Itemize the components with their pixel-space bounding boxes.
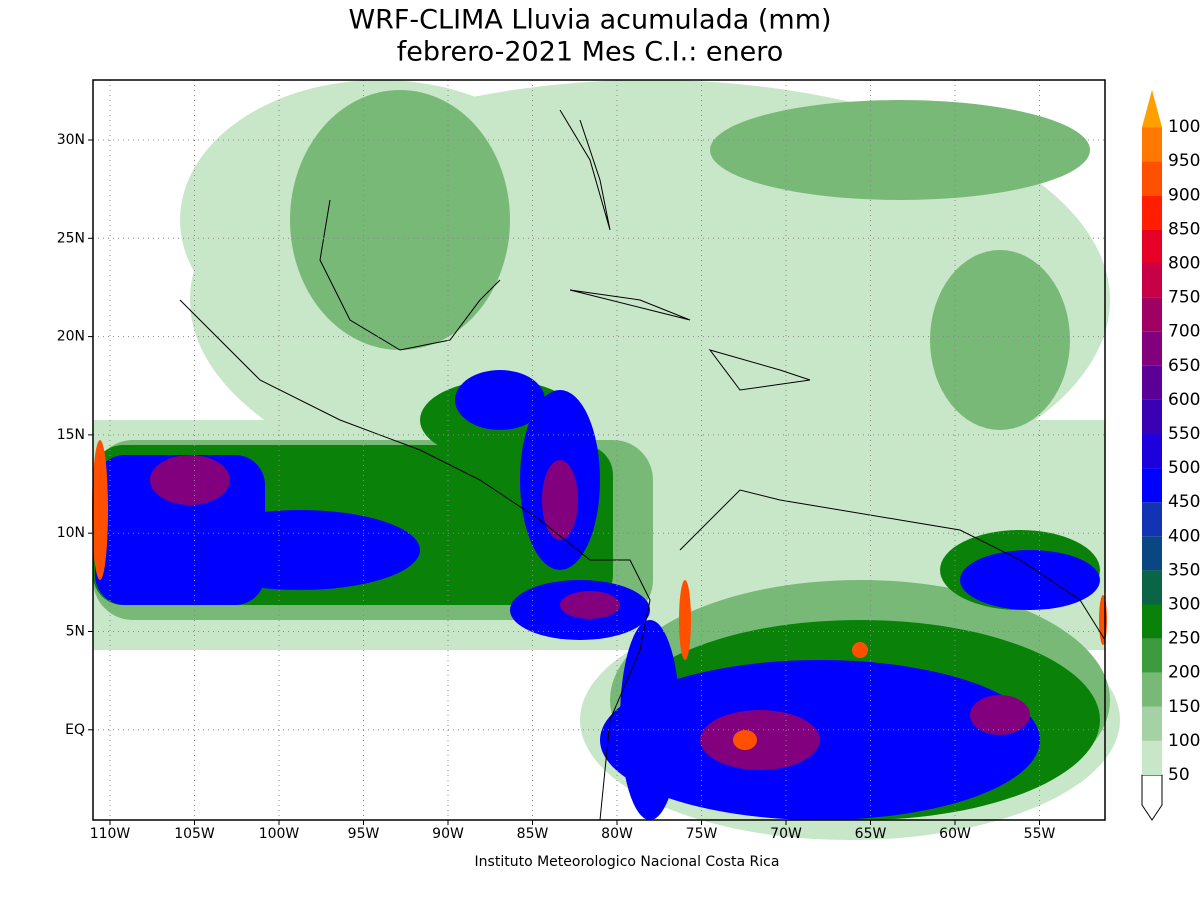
lat-tick-label: EQ xyxy=(65,722,85,738)
colorbar-label: 150 xyxy=(1168,697,1200,717)
colorbar-label: 900 xyxy=(1168,185,1200,205)
colorbar-label: 350 xyxy=(1168,560,1200,580)
lon-tick-label: 65W xyxy=(855,826,887,842)
colorbar-box xyxy=(1142,229,1162,264)
colorbar-box xyxy=(1142,502,1162,537)
title-line: febrero-2021 Mes C.I.: enero xyxy=(397,37,784,68)
colorbar-label: 950 xyxy=(1168,151,1200,171)
colorbar-label: 250 xyxy=(1168,629,1200,649)
colorbar-label: 850 xyxy=(1168,219,1200,239)
colorbar-label: 200 xyxy=(1168,663,1200,683)
colorbar-box xyxy=(1142,434,1162,469)
colorbar-box xyxy=(1142,672,1162,707)
colorbar-box xyxy=(1142,331,1162,366)
lat-tick-label: 5N xyxy=(66,624,85,640)
lat-tick-label: 30N xyxy=(57,132,85,148)
lat-tick-label: 25N xyxy=(57,230,85,246)
colorbar-box xyxy=(1142,536,1162,571)
colorbar-box xyxy=(1142,468,1162,503)
lon-tick-label: 110W xyxy=(90,826,131,842)
colorbar-box xyxy=(1142,127,1162,162)
lon-tick-label: 105W xyxy=(174,826,215,842)
colorbar-label: 700 xyxy=(1168,322,1200,342)
colorbar-box xyxy=(1142,263,1162,298)
lon-tick-label: 90W xyxy=(432,826,464,842)
lon-tick-label: 85W xyxy=(517,826,549,842)
lat-tick-label: 10N xyxy=(57,525,85,541)
colorbar-label: 500 xyxy=(1168,458,1200,478)
colorbar-box xyxy=(1142,706,1162,741)
lon-tick-label: 100W xyxy=(259,826,300,842)
colorbar-label: 50 xyxy=(1168,765,1190,785)
lon-tick-label: 70W xyxy=(770,826,802,842)
map-frame xyxy=(92,79,1106,821)
colorbar-box xyxy=(1142,740,1162,775)
colorbar-label: 750 xyxy=(1168,288,1200,308)
lon-tick-label: 60W xyxy=(939,826,971,842)
colorbar-label: 600 xyxy=(1168,390,1200,410)
colorbar-box xyxy=(1142,604,1162,639)
lon-tick-label: 80W xyxy=(601,826,633,842)
colorbar-box xyxy=(1142,365,1162,400)
lat-tick-label: 20N xyxy=(57,329,85,345)
colorbar-label: 400 xyxy=(1168,526,1200,546)
colorbar-box xyxy=(1142,195,1162,230)
colorbar-label: 650 xyxy=(1168,356,1200,376)
colorbar-box xyxy=(1142,297,1162,332)
rainfall-field xyxy=(92,80,1120,840)
colorbar-label: 100 xyxy=(1168,731,1200,751)
lat-tick-label: 15N xyxy=(57,427,85,443)
colorbar-label: 450 xyxy=(1168,492,1200,512)
colorbar-label: 550 xyxy=(1168,424,1200,444)
colorbar-cap xyxy=(1142,90,1162,128)
colorbar-box xyxy=(1142,570,1162,605)
footer: Instituto Meteorologico Nacional Costa R… xyxy=(475,854,780,870)
colorbar-label: 800 xyxy=(1168,254,1200,274)
colorbar-label: 1000 xyxy=(1168,117,1200,137)
colorbar-cap xyxy=(1141,774,1163,821)
title-line: WRF-CLIMA Lluvia acumulada (mm) xyxy=(348,5,831,36)
colorbar-box xyxy=(1142,161,1162,196)
colorbar-box xyxy=(1142,638,1162,673)
lon-tick-label: 75W xyxy=(686,826,718,842)
colorbar-box xyxy=(1142,399,1162,434)
colorbar-label: 300 xyxy=(1168,595,1200,615)
lon-tick-label: 55W xyxy=(1024,826,1056,842)
lon-tick-label: 95W xyxy=(348,826,380,842)
